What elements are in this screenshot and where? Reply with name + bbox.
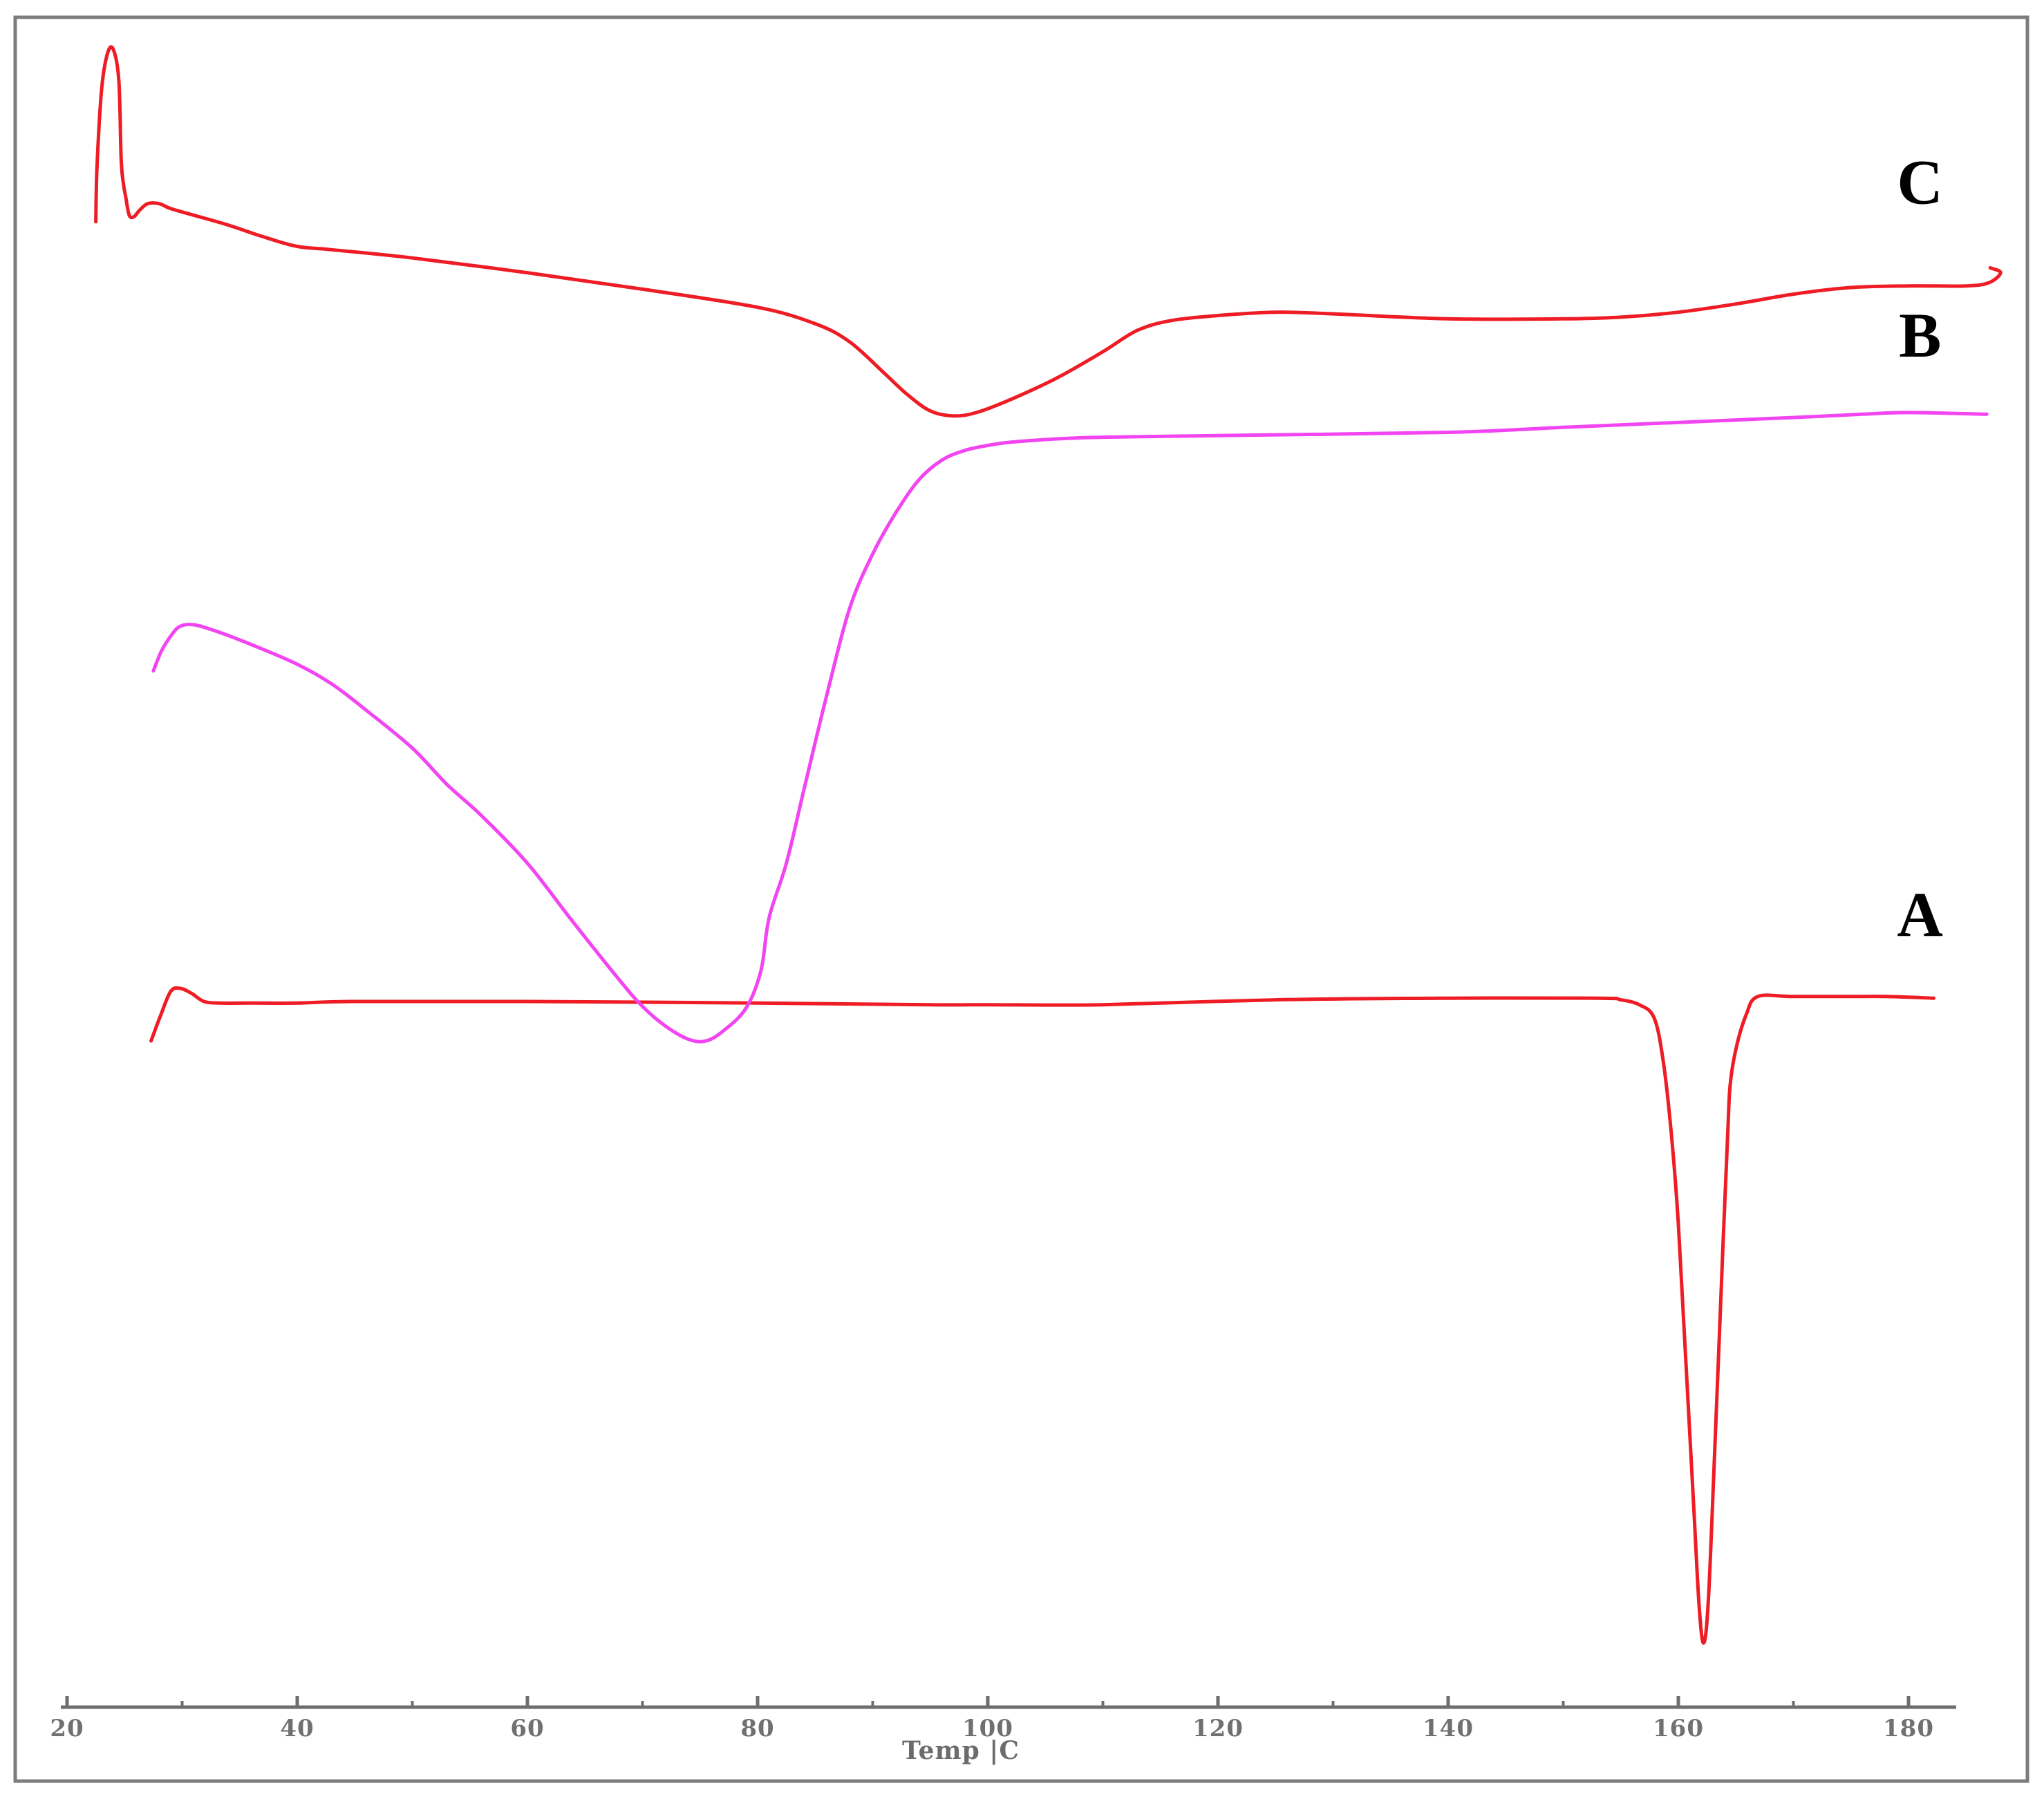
x-axis-ticks: 20 40 60 80 100 120 140 160 180 bbox=[50, 1696, 1934, 1742]
curve-label-c: C bbox=[1897, 147, 1942, 218]
x-tick-label-180: 180 bbox=[1883, 1715, 1934, 1742]
curves bbox=[94, 45, 2003, 1645]
x-tick-label-160: 160 bbox=[1653, 1715, 1704, 1742]
x-tick-label-60: 60 bbox=[510, 1715, 544, 1742]
x-tick-label-140: 140 bbox=[1423, 1715, 1474, 1742]
curve-labels: A B C bbox=[1897, 147, 1942, 950]
chart-frame bbox=[13, 15, 2029, 1783]
x-tick-label-80: 80 bbox=[740, 1715, 774, 1742]
curve-a-line bbox=[149, 986, 1936, 1645]
curve-c-line bbox=[94, 45, 2003, 418]
x-tick-label-120: 120 bbox=[1192, 1715, 1244, 1742]
x-tick-label-20: 20 bbox=[50, 1715, 84, 1742]
curve-label-a: A bbox=[1897, 879, 1942, 950]
x-axis-title: Temp |C bbox=[902, 1736, 1020, 1765]
x-tick-label-40: 40 bbox=[280, 1715, 314, 1742]
x-tick-label-100: 100 bbox=[962, 1715, 1013, 1742]
curve-b-line bbox=[151, 411, 1989, 1044]
curve-label-b: B bbox=[1899, 300, 1941, 370]
